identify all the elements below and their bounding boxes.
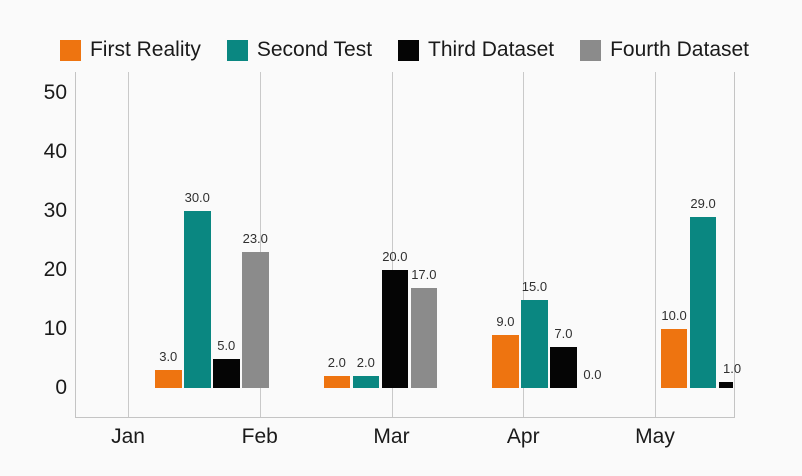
bar-value-label-fourth-dataset-1: 17.0 <box>411 266 437 282</box>
bar-value-label-fourth-dataset-0: 23.0 <box>242 231 268 247</box>
legend-item-first-reality: First Reality <box>59 38 201 62</box>
legend-swatch-second-test <box>226 39 248 61</box>
bar-value-label-second-test-0: 30.0 <box>184 190 210 205</box>
bar-value-label-second-test-1: 2.0 <box>356 355 375 371</box>
bar-second-test-0 <box>184 211 211 388</box>
x-gridline-jan <box>128 72 129 417</box>
bar-first-reality-0 <box>155 370 182 388</box>
bar-value-label-third-dataset-3: 1.0 <box>723 361 742 377</box>
legend-label-second-test: Second Test <box>256 38 373 61</box>
bar-third-dataset-0 <box>213 358 240 388</box>
legend-item-second-test: Second Test <box>226 38 373 62</box>
bar-second-test-3 <box>689 216 717 388</box>
y-tick-label-0: 0 <box>55 376 67 399</box>
bar-value-label-fourth-dataset-2: 0.0 <box>583 367 602 382</box>
x-tick-label-mar: Mar <box>373 425 410 448</box>
bar-first-reality-2 <box>492 334 519 388</box>
bar-third-dataset-1 <box>381 270 409 388</box>
bar-value-label-third-dataset-1: 20.0 <box>382 249 408 264</box>
y-tick-label-40: 40 <box>43 140 67 163</box>
legend-swatch-first-reality <box>59 39 81 61</box>
x-gridline-may <box>655 72 656 417</box>
y-tick-label-30: 30 <box>43 199 67 222</box>
chart-legend: First Reality Second Test Third Dataset Fou… <box>59 36 749 64</box>
x-tick-label-apr: Apr <box>506 425 540 448</box>
y-axis-line <box>75 72 76 417</box>
bar-first-reality-3 <box>660 329 688 388</box>
bar-second-test-1 <box>352 376 380 388</box>
legend-swatch-third-dataset <box>398 39 420 61</box>
bar-third-dataset-2 <box>550 346 577 388</box>
bar-value-label-first-reality-0: 3.0 <box>159 349 178 365</box>
x-gridline-feb <box>259 72 261 417</box>
bar-fourth-dataset-0 <box>242 252 269 388</box>
bar-value-label-third-dataset-2: 7.0 <box>554 325 573 341</box>
bar-value-label-first-reality-1: 2.0 <box>327 355 346 371</box>
bar-value-label-second-test-2: 15.0 <box>521 278 548 294</box>
bar-value-label-third-dataset-0: 5.0 <box>217 337 236 353</box>
bar-fourth-dataset-1 <box>410 287 438 388</box>
bar-second-test-2 <box>521 299 548 388</box>
bar-value-label-second-test-3: 29.0 <box>690 195 716 211</box>
legend-label-third-dataset: Third Dataset <box>428 38 555 61</box>
x-axis-line <box>75 417 735 418</box>
legend-item-third-dataset: Third Dataset <box>398 38 554 62</box>
x-tick-label-feb: Feb <box>241 425 278 448</box>
plot-right-border <box>734 72 735 417</box>
x-gridline-mar <box>391 72 393 417</box>
x-gridline-apr <box>523 72 525 417</box>
bar-third-dataset-3 <box>718 382 734 388</box>
y-tick-label-50: 50 <box>43 81 67 104</box>
legend-item-fourth-dataset: Fourth Dataset <box>580 38 749 62</box>
x-tick-label-jan: Jan <box>111 425 145 448</box>
legend-label-first-reality: First Reality <box>89 38 201 61</box>
bar-value-label-first-reality-3: 10.0 <box>661 308 687 323</box>
bar-value-label-first-reality-2: 9.0 <box>496 313 515 329</box>
y-tick-label-20: 20 <box>43 258 67 281</box>
y-tick-label-10: 10 <box>43 317 67 340</box>
legend-label-fourth-dataset: Fourth Dataset <box>610 38 750 61</box>
x-tick-label-may: May <box>635 425 675 448</box>
bar-first-reality-1 <box>323 376 351 388</box>
legend-swatch-fourth-dataset <box>580 39 602 61</box>
